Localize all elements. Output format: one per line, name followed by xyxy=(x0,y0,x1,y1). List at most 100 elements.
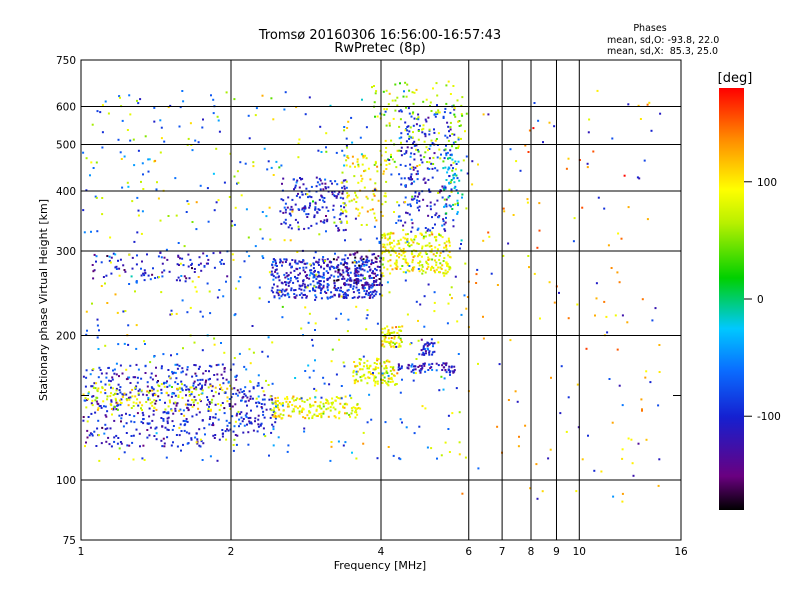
phase-point xyxy=(294,275,296,278)
phase-point xyxy=(306,398,309,401)
phase-point xyxy=(437,341,440,344)
phase-point xyxy=(327,402,330,405)
phase-point xyxy=(194,139,197,142)
phase-point xyxy=(429,101,432,104)
phase-point xyxy=(229,384,232,387)
phase-point xyxy=(454,168,457,171)
phase-point xyxy=(388,162,391,165)
phase-point xyxy=(345,283,348,286)
phase-point xyxy=(185,277,188,280)
phase-point xyxy=(192,382,195,385)
phase-point xyxy=(239,276,242,279)
phase-point xyxy=(104,383,107,386)
phase-point xyxy=(398,125,401,128)
phase-point xyxy=(272,444,275,447)
phase-point xyxy=(344,291,347,294)
phase-point xyxy=(359,238,362,241)
phase-point xyxy=(346,257,349,260)
phase-point xyxy=(181,396,184,399)
y-tick-label: 600 xyxy=(56,102,76,114)
phase-point xyxy=(233,314,236,317)
phase-point xyxy=(427,258,430,261)
phase-point xyxy=(356,370,359,373)
phase-point xyxy=(183,420,186,423)
phase-point xyxy=(425,352,427,355)
phase-point xyxy=(180,380,183,383)
phase-point xyxy=(406,240,409,243)
phase-point xyxy=(333,293,336,296)
phase-point xyxy=(452,141,455,144)
phase-point xyxy=(465,155,468,158)
phase-point xyxy=(464,456,467,459)
phase-point xyxy=(307,321,310,324)
phase-point xyxy=(318,286,321,289)
phase-point xyxy=(261,237,264,240)
phase-point xyxy=(172,425,175,427)
phase-point xyxy=(413,153,416,156)
phase-point xyxy=(395,222,398,224)
phase-point xyxy=(352,287,355,290)
phase-point xyxy=(168,399,171,402)
phase-point xyxy=(173,371,176,374)
phase-point xyxy=(406,313,409,316)
phase-point xyxy=(430,248,433,251)
phase-point xyxy=(293,410,295,413)
phase-point xyxy=(314,359,316,362)
phase-point xyxy=(201,459,204,461)
phase-point xyxy=(367,167,370,170)
phase-point xyxy=(365,255,368,258)
phase-point xyxy=(174,407,177,410)
phase-point xyxy=(290,265,293,268)
phase-point xyxy=(197,407,200,410)
phase-point xyxy=(427,343,430,346)
phase-point xyxy=(440,153,442,156)
phase-point xyxy=(240,416,243,419)
phase-point xyxy=(361,284,364,287)
phase-point xyxy=(254,417,257,420)
phase-point xyxy=(412,166,415,169)
phase-point xyxy=(352,406,355,409)
phase-point xyxy=(445,152,448,155)
phase-point xyxy=(528,129,531,132)
phase-point xyxy=(316,275,319,278)
phase-point xyxy=(452,167,454,170)
phase-point xyxy=(100,261,103,264)
phase-point xyxy=(128,283,131,285)
phase-point xyxy=(246,404,248,407)
phase-point xyxy=(313,413,316,416)
phase-point xyxy=(366,283,369,286)
phase-point xyxy=(331,348,334,351)
phase-point xyxy=(283,273,286,276)
phase-point xyxy=(345,164,348,167)
phase-point xyxy=(341,186,344,189)
phase-point xyxy=(202,372,205,375)
x-tick-label: 8 xyxy=(528,546,535,558)
phase-point xyxy=(429,268,432,271)
y-tick-label: 200 xyxy=(56,331,76,343)
phase-point xyxy=(387,341,390,344)
phase-point xyxy=(354,274,357,277)
phase-point xyxy=(177,276,180,279)
phase-point xyxy=(220,373,223,376)
phase-point xyxy=(336,289,338,292)
phase-point xyxy=(443,188,446,191)
phase-point xyxy=(425,253,428,255)
phase-point xyxy=(437,132,440,135)
phase-point xyxy=(438,271,440,274)
phase-point xyxy=(114,253,117,256)
phase-point xyxy=(640,398,643,401)
phase-point xyxy=(248,255,251,258)
phase-point xyxy=(445,84,448,87)
phase-point xyxy=(456,211,459,214)
phase-point xyxy=(414,166,417,169)
phase-point xyxy=(365,328,368,331)
phase-point xyxy=(435,212,438,215)
phase-point xyxy=(141,162,144,165)
phase-point xyxy=(439,266,442,269)
phase-point xyxy=(115,392,118,395)
phase-point xyxy=(616,271,619,274)
phase-point xyxy=(365,264,368,267)
phase-point xyxy=(424,227,427,229)
phase-point xyxy=(367,294,370,297)
phase-point xyxy=(408,89,411,92)
